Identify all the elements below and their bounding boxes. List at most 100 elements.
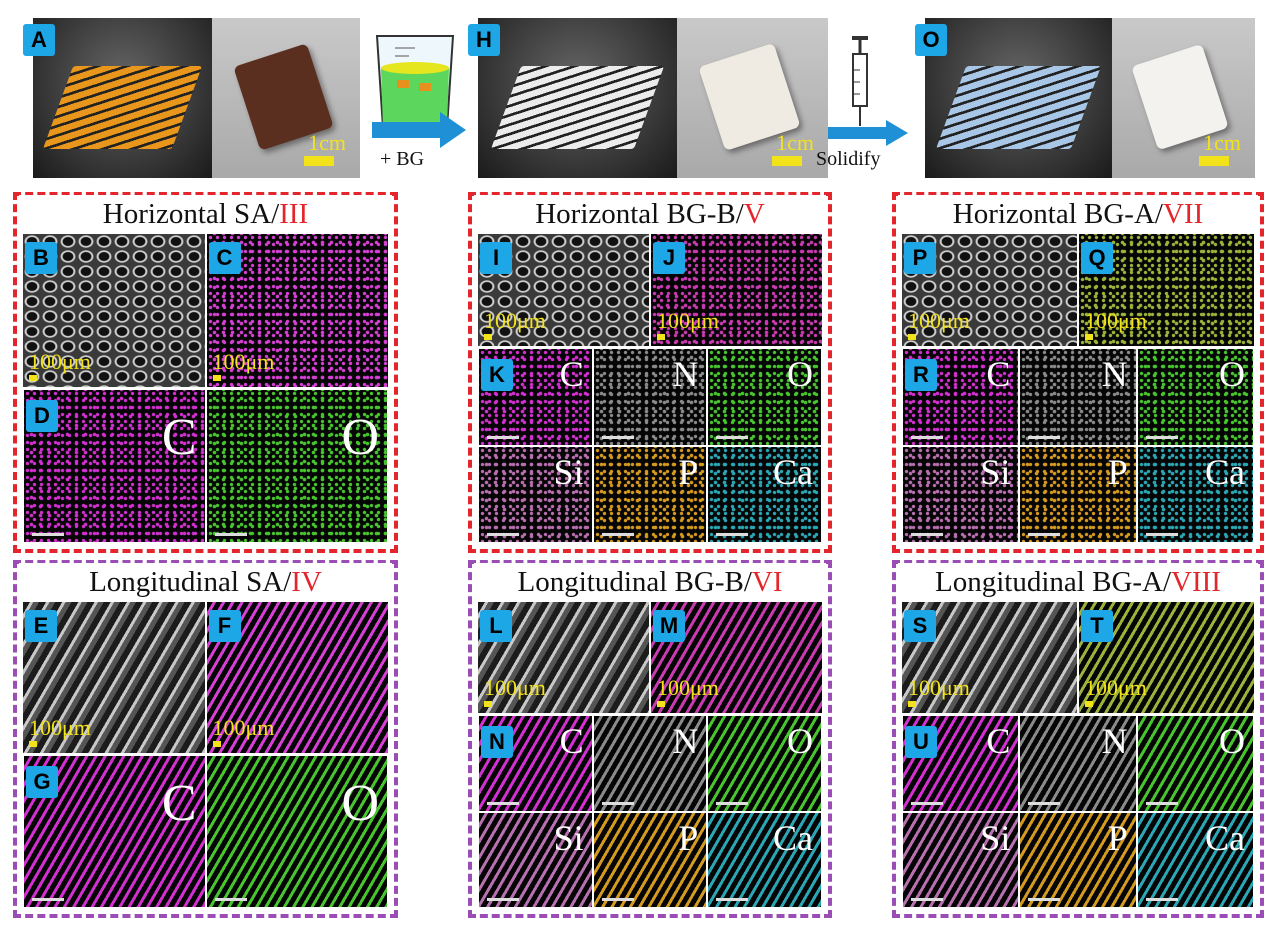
panel-letter: H [468, 24, 500, 56]
sem-image: E 100μm [23, 602, 205, 753]
group-title: Longitudinal SA/IV [19, 563, 392, 601]
panel-letter: G [26, 766, 58, 798]
scale-bar [716, 898, 749, 901]
element-label: Ca [1204, 451, 1245, 492]
arrow-label: Solidify [816, 148, 881, 170]
element-label: N [1101, 721, 1128, 761]
scale-bar [1145, 801, 1178, 805]
element-label: Ca [772, 451, 813, 492]
title-text: Longitudinal BG-A/ [935, 566, 1172, 598]
scale-bar [1028, 898, 1061, 901]
panel-letter: F [208, 610, 241, 642]
scale-bar [908, 334, 916, 340]
scale-label: 100μm [657, 675, 719, 700]
syringe-icon [852, 36, 868, 126]
panel-letter: O [915, 24, 947, 56]
scale-bar [487, 898, 519, 901]
scale-label: 100μm [1085, 308, 1147, 333]
scale-bar [911, 801, 943, 805]
arrow-1 [372, 112, 466, 148]
scale-bar [487, 801, 519, 805]
scaffold [936, 66, 1101, 150]
group-box [13, 192, 398, 553]
scale-bar [212, 741, 221, 747]
panel-letter: R [905, 359, 937, 391]
sem-image: L 100μm [478, 602, 649, 713]
element-label: P [1107, 451, 1128, 492]
element-map: Si [479, 812, 592, 907]
element-label: Ca [772, 817, 813, 858]
title-numeral: IV [291, 566, 322, 598]
element-map: O [708, 349, 821, 445]
title-text: Horizontal BG-A/ [952, 198, 1163, 230]
scale-bar [716, 533, 749, 536]
scale-label: 100μm [908, 675, 970, 700]
element-label: C [986, 354, 1011, 394]
scale-label: 1cm [1203, 130, 1241, 155]
scale-label: 100μm [1085, 675, 1147, 700]
element-label: Ca [1204, 817, 1245, 858]
scale-label: 100μm [908, 308, 970, 333]
scale-label: 100μm [484, 675, 546, 700]
photo-image: 1cm [677, 18, 828, 178]
element-label: C [559, 354, 584, 394]
title-text: Longitudinal BG-B/ [517, 566, 752, 598]
element-map-image: T 100μm [1079, 602, 1254, 713]
element-map-image: J 100μm [651, 234, 822, 346]
panel-letter: I [480, 242, 512, 274]
title-text: Horizontal BG-B/ [535, 198, 744, 230]
element-map: Ca [1137, 812, 1253, 907]
element-label: C [559, 721, 584, 761]
element-label: N [1101, 354, 1128, 394]
arrow-label: + BG [380, 148, 425, 170]
element-map-image: F 100μm [206, 602, 388, 753]
group-box [892, 192, 1264, 553]
element-label: O [1218, 721, 1245, 761]
element-map: P [593, 446, 707, 542]
element-map: N [1020, 349, 1136, 445]
element-label: Si [553, 817, 584, 858]
scale-label: 100μm [29, 715, 91, 740]
group-box [13, 560, 398, 918]
element-label: Si [980, 817, 1011, 858]
render-image [33, 18, 212, 178]
title-text: Longitudinal SA/ [89, 566, 292, 598]
element-map: Ca [708, 446, 821, 542]
element-label: Si [553, 451, 584, 492]
scale-bar [772, 156, 802, 166]
panel-letter: Q [1081, 242, 1113, 274]
group-box [468, 192, 832, 553]
scale-bar [601, 801, 634, 805]
panel-letter: E [25, 610, 57, 642]
scaffold [490, 66, 665, 150]
element-map: Si [903, 446, 1019, 542]
panel-letter: U [905, 726, 937, 758]
group-box [892, 560, 1264, 918]
element-label: Si [980, 451, 1011, 492]
scale-bar [484, 701, 492, 707]
scale-bar [1028, 435, 1061, 439]
element-map: O [1137, 716, 1253, 811]
element-label: C [161, 409, 197, 466]
scale-bar [657, 701, 665, 707]
group-title: Horizontal SA/III [19, 195, 392, 233]
panel-letter: L [480, 610, 512, 642]
scaffold [42, 66, 203, 150]
photo-image: 1cm [1112, 18, 1255, 178]
scale-bar [716, 435, 749, 439]
scale-bar [214, 533, 247, 536]
title-numeral: VIII [1171, 566, 1221, 598]
element-label: C [161, 775, 197, 832]
title-numeral: III [279, 198, 309, 230]
element-label: P [678, 817, 699, 858]
scale-bar [911, 533, 943, 536]
element-label: O [341, 775, 379, 832]
element-label: N [672, 721, 699, 761]
panel-letter: B [25, 242, 57, 274]
element-label: P [1107, 817, 1128, 858]
element-label: P [678, 451, 699, 492]
scale-bar [29, 741, 37, 747]
